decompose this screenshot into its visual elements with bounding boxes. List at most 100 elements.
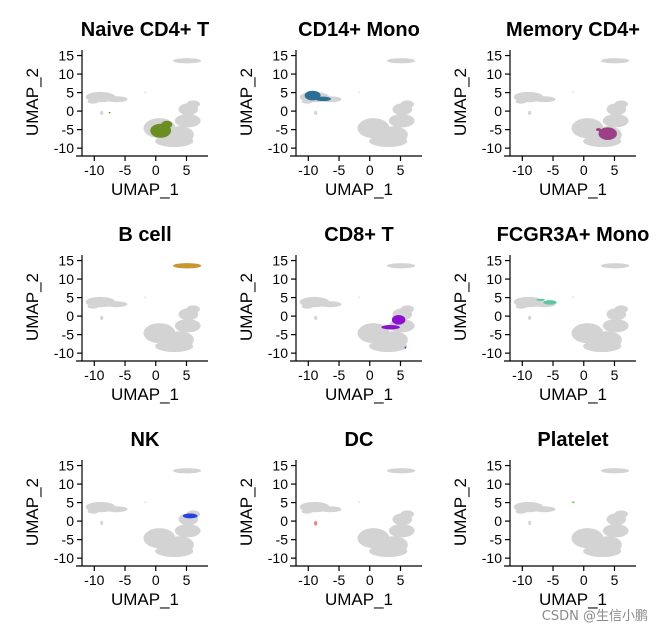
- panel-cd14-mono: -10 -5 0 5 -10 -5 0 5 10 15 UMAP_1 UMAP_2 CD14+ Mono: [237, 19, 422, 199]
- highlight-fcgr3a-mono: [536, 298, 557, 305]
- panel-b-cell: -10 -5 0 5 -10 -5 0 5 10 15 UMAP_1 UMAP_2 B cell: [23, 224, 208, 404]
- panel-title: CD14+ Mono: [298, 19, 420, 41]
- y-tick-label: 15: [272, 253, 288, 269]
- background-cell-cloud: [533, 506, 556, 513]
- y-tick-label: -5: [276, 532, 289, 548]
- background-cell-cloud: [400, 100, 415, 108]
- x-tick-label: -10: [512, 572, 532, 588]
- background-cell-cloud: [515, 509, 527, 514]
- y-tick-label: -5: [62, 532, 75, 548]
- x-tick-label: 0: [366, 572, 374, 588]
- background-cell-cloud: [174, 319, 201, 333]
- background-cell-cloud: [528, 520, 532, 525]
- panel-cd8-t: -10 -5 0 5 -10 -5 0 5 10 15 UMAP_1 UMAP_2 CD8+ T: [237, 224, 422, 404]
- highlight-cell-cloud: [182, 513, 198, 519]
- x-tick-label: -10: [84, 572, 104, 588]
- background-cell-cloud: [388, 114, 415, 128]
- x-tick-label: 5: [611, 367, 619, 383]
- background-cell-cloud: [386, 58, 416, 64]
- background-cell-cloud: [301, 304, 313, 309]
- y-tick-label: 10: [486, 66, 502, 82]
- background-cell-cloud: [602, 114, 629, 128]
- y-tick-label: 5: [280, 290, 288, 306]
- y-tick-label: 15: [58, 458, 74, 474]
- y-tick-label: 15: [486, 253, 502, 269]
- highlight-cd14-mono: [304, 90, 332, 102]
- background-cell-cloud: [386, 468, 416, 474]
- x-tick-label: 0: [580, 162, 588, 178]
- background-cell-cloud: [319, 506, 342, 513]
- background-cell-cloud: [400, 510, 415, 518]
- background-cell-cloud: [314, 110, 318, 115]
- y-tick-label: 5: [494, 85, 502, 101]
- x-tick-label: 0: [366, 367, 374, 383]
- y-tick-label: 15: [486, 458, 502, 474]
- y-tick-label: 10: [58, 66, 74, 82]
- y-tick-label: 5: [280, 85, 288, 101]
- background-cell-cloud: [602, 524, 629, 538]
- x-tick-label: 5: [611, 572, 619, 588]
- y-tick-label: 0: [66, 513, 74, 529]
- panel-dc: -10 -5 0 5 -10 -5 0 5 10 15 UMAP_1 UMAP_2 DC: [237, 429, 422, 609]
- background-cell-cloud: [87, 304, 99, 309]
- y-tick-label: -10: [482, 345, 502, 361]
- background-cells: [299, 58, 416, 148]
- x-tick-label: -10: [298, 162, 318, 178]
- y-axis-label: UMAP_2: [237, 273, 256, 341]
- background-cell-cloud: [515, 304, 527, 309]
- x-tick-label: -10: [512, 367, 532, 383]
- background-cells: [85, 263, 202, 353]
- highlight-cell-cloud: [161, 120, 173, 129]
- background-cell-cloud: [186, 100, 201, 108]
- y-axis-label: UMAP_2: [237, 478, 256, 546]
- y-tick-label: 5: [494, 290, 502, 306]
- x-tick-label: -10: [298, 367, 318, 383]
- x-axis-label: UMAP_1: [539, 385, 607, 404]
- y-tick-label: -5: [62, 122, 75, 138]
- y-tick-label: -10: [54, 345, 74, 361]
- y-tick-label: 5: [66, 290, 74, 306]
- y-tick-label: 15: [486, 48, 502, 64]
- background-cell-cloud: [144, 501, 147, 503]
- background-cells: [513, 468, 630, 558]
- y-tick-label: -5: [62, 327, 75, 343]
- x-tick-label: 0: [152, 367, 160, 383]
- background-cell-cloud: [155, 340, 194, 353]
- highlight-cell-cloud: [543, 300, 557, 305]
- background-cell-cloud: [100, 520, 104, 525]
- background-cell-cloud: [358, 501, 361, 503]
- background-cell-cloud: [515, 99, 527, 104]
- highlight-cell-cloud: [536, 298, 546, 301]
- panel-title: DC: [345, 429, 374, 451]
- y-tick-label: 10: [58, 476, 74, 492]
- background-cell-cloud: [105, 96, 128, 103]
- y-tick-label: -10: [54, 140, 74, 156]
- background-cell-cloud: [172, 468, 202, 474]
- highlight-cell-cloud: [172, 263, 202, 269]
- y-tick-label: -10: [54, 550, 74, 566]
- y-tick-label: 0: [66, 308, 74, 324]
- y-tick-label: 0: [280, 103, 288, 119]
- background-cell-cloud: [87, 99, 99, 104]
- y-tick-label: -10: [268, 140, 288, 156]
- panel-platelet: -10 -5 0 5 -10 -5 0 5 10 15 UMAP_1 UMAP_2 Platelet: [451, 429, 636, 609]
- x-axis-label: UMAP_1: [539, 180, 607, 199]
- x-tick-label: -5: [119, 162, 132, 178]
- y-tick-label: 5: [66, 495, 74, 511]
- x-tick-label: -5: [547, 162, 560, 178]
- y-axis-label: UMAP_2: [237, 68, 256, 136]
- background-cells: [299, 468, 416, 558]
- x-tick-label: -5: [333, 162, 346, 178]
- highlight-naive-cd4-t: [108, 111, 173, 138]
- x-tick-label: 5: [183, 367, 191, 383]
- highlight-cell-cloud: [108, 111, 111, 114]
- background-cell-cloud: [144, 91, 147, 93]
- background-cell-cloud: [100, 110, 104, 115]
- panel-title: NK: [131, 429, 160, 451]
- background-cell-cloud: [155, 135, 194, 148]
- background-cell-cloud: [369, 545, 408, 558]
- background-cell-cloud: [533, 96, 556, 103]
- x-tick-label: 5: [397, 162, 405, 178]
- y-tick-label: -5: [490, 122, 503, 138]
